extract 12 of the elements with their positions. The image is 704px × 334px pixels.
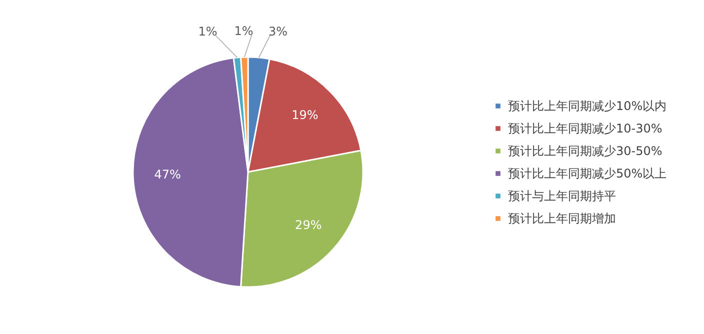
legend-label: 预计比上年同期减少50%以上	[508, 166, 667, 180]
data-label: 29%	[295, 218, 322, 232]
data-label: 1%	[198, 24, 218, 39]
data-label: 47%	[154, 168, 181, 182]
data-label: 1%	[234, 24, 254, 38]
data-label: 19%	[292, 108, 318, 122]
legend-label: 预计比上年同期减少30-50%	[508, 144, 662, 158]
legend-label: 预计比上年同期减少10%以内	[508, 99, 667, 113]
data-label: 3%	[268, 24, 288, 39]
legend-label: 预计与上年同期持平	[508, 189, 616, 203]
legend-label: 预计比上年同期减少10-30%	[508, 122, 662, 136]
legend-label: 预计比上年同期增加	[508, 212, 616, 226]
